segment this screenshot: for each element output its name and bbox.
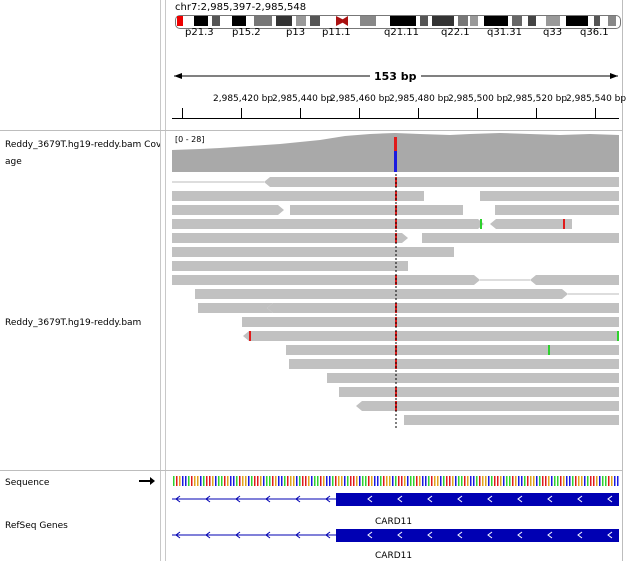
panel-divider[interactable] [160, 0, 161, 561]
arrow-right-icon[interactable] [139, 476, 155, 486]
refseq-track-name[interactable]: RefSeq Genes [5, 521, 68, 531]
ruler-tick-label: 2,985,460 bp [330, 94, 391, 104]
gene-label: CARD11 [375, 517, 413, 527]
band-label: q31.31 [487, 27, 522, 38]
ruler-tick-label: 2,985,420 bp [213, 94, 274, 104]
locus-label: chr7:2,985,397-2,985,548 [175, 2, 307, 13]
band-label: p11.1 [322, 27, 351, 38]
sequence-track-name[interactable]: Sequence [5, 478, 50, 488]
gene-label: CARD11 [375, 551, 413, 561]
ruler-tick-label: 2,985,500 bp [448, 94, 509, 104]
alignment-track-name[interactable]: Reddy_3679T.hg19-reddy.bam [5, 318, 142, 328]
coverage-track-name[interactable]: Reddy_3679T.hg19-reddy.bam Cov [5, 140, 162, 150]
band-label: q21.11 [384, 27, 419, 38]
track-name-panel [0, 0, 160, 561]
span-label: 153 bp [370, 70, 421, 83]
band-label: p15.2 [232, 27, 261, 38]
coverage-range: [0 - 28] [175, 135, 205, 144]
band-label: p21.3 [185, 27, 214, 38]
ruler-tick-label: 2,985,440 bp [272, 94, 333, 104]
ruler-tick-label: 2,985,520 bp [507, 94, 568, 104]
ruler-tick-label: 2,985,540 bp [566, 94, 627, 104]
band-label: q33 [543, 27, 563, 38]
header-divider [0, 130, 622, 131]
right-border [622, 0, 623, 561]
band-label: q36.1 [580, 27, 609, 38]
band-label: q22.1 [441, 27, 470, 38]
band-label: p13 [286, 27, 306, 38]
coverage-track-name-continued: age [5, 157, 22, 167]
panel-divider-2 [165, 0, 166, 561]
ruler-tick-label: 2,985,480 bp [389, 94, 450, 104]
feature-panel-divider [0, 470, 622, 471]
